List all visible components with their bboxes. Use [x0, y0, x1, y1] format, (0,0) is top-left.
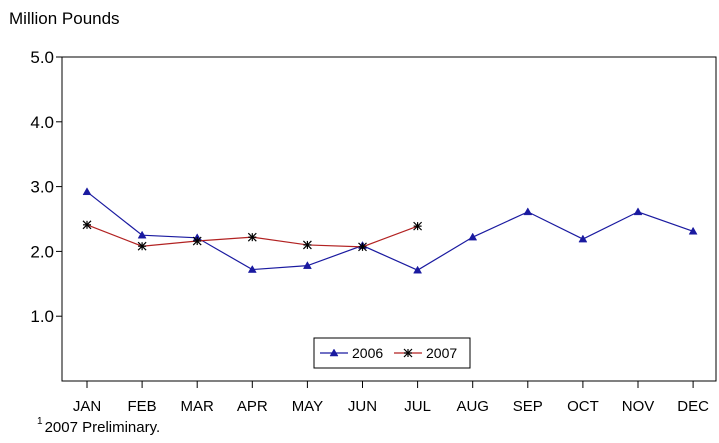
x-tick-label: DEC — [677, 398, 709, 415]
data-point-2006 — [633, 207, 643, 216]
data-point-2006 — [578, 234, 588, 243]
data-point-2007 — [192, 236, 202, 246]
data-point-2006 — [688, 226, 698, 235]
y-tick-label: 2.0 — [30, 242, 54, 261]
data-point-2007 — [82, 220, 92, 230]
x-tick-label: APR — [237, 398, 268, 415]
data-point-2006 — [247, 265, 257, 273]
y-tick-label: 4.0 — [30, 113, 54, 132]
x-tick-label: JUL — [404, 398, 431, 415]
x-tick-label: MAY — [292, 398, 323, 415]
x-tick-label: SEP — [513, 398, 543, 415]
plot-frame — [61, 56, 717, 382]
y-tick-label: 1.0 — [30, 307, 54, 326]
series-line-2006 — [86, 191, 694, 271]
legend-marker-2007 — [403, 348, 413, 358]
data-point-2007 — [137, 241, 147, 251]
x-tick-label: FEB — [128, 398, 157, 415]
y-tick-label: 5.0 — [30, 48, 54, 67]
x-tick-label: OCT — [567, 398, 599, 415]
legend-marker-2006 — [329, 348, 339, 357]
legend-label-2006: 2006 — [352, 345, 383, 361]
data-point-2006 — [523, 207, 533, 216]
x-tick-label: NOV — [622, 398, 655, 415]
data-point-2006 — [82, 187, 92, 196]
x-tick-label: JUN — [348, 398, 377, 415]
data-point-2006 — [137, 230, 147, 239]
data-point-2006 — [302, 261, 312, 269]
data-point-2007 — [302, 240, 312, 250]
data-point-2006 — [413, 265, 423, 274]
footnote-text: 2007 Preliminary. — [44, 419, 161, 436]
data-point-2007 — [247, 232, 257, 242]
x-tick-label: AUG — [456, 398, 489, 415]
y-axis-title: Million Pounds — [9, 9, 120, 28]
x-tick-label: JAN — [73, 398, 101, 415]
data-point-2006 — [468, 232, 478, 241]
data-point-2007 — [413, 221, 423, 231]
x-tick-label: MAR — [181, 398, 215, 415]
legend-label-2007: 2007 — [426, 345, 457, 361]
footnote: 1 2007 Preliminary. — [37, 416, 161, 436]
footnote-marker: 1 — [37, 416, 43, 427]
y-tick-label: 3.0 — [30, 178, 54, 197]
data-point-2007 — [358, 242, 367, 252]
